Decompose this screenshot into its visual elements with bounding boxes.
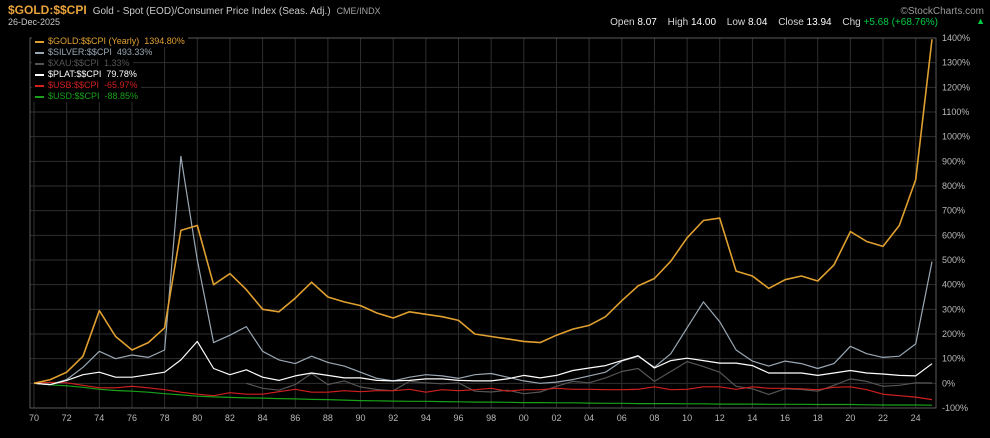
svg-text:1400%: 1400% bbox=[942, 33, 970, 43]
svg-text:1200%: 1200% bbox=[942, 82, 970, 92]
svg-text:94: 94 bbox=[421, 413, 431, 423]
svg-text:78: 78 bbox=[160, 413, 170, 423]
quote-high-label: High bbox=[667, 17, 689, 28]
quote-high-value: 14.00 bbox=[690, 17, 717, 28]
svg-text:700%: 700% bbox=[942, 206, 965, 216]
svg-text:84: 84 bbox=[258, 413, 268, 423]
change-up-arrow-icon: ▲ bbox=[976, 16, 985, 26]
svg-text:200%: 200% bbox=[942, 329, 965, 339]
legend-value: -65.97% bbox=[104, 80, 138, 90]
chart-exchange: CME/INDX bbox=[336, 6, 381, 16]
svg-text:300%: 300% bbox=[942, 304, 965, 314]
svg-text:00: 00 bbox=[519, 413, 529, 423]
svg-text:18: 18 bbox=[813, 413, 823, 423]
legend-item: $PLAT:$$CPI 79.78% bbox=[32, 69, 140, 80]
svg-text:24: 24 bbox=[911, 413, 921, 423]
svg-text:12: 12 bbox=[715, 413, 725, 423]
copyright-text: ©StockCharts.com bbox=[900, 6, 984, 17]
svg-text:600%: 600% bbox=[942, 230, 965, 240]
legend-line-swatch bbox=[35, 95, 44, 98]
svg-text:10: 10 bbox=[682, 413, 692, 423]
legend-item: $USD:$$CPI -88.85% bbox=[32, 91, 142, 102]
legend-item: $SILVER:$$CPI 493.33% bbox=[32, 47, 156, 58]
legend-label: $GOLD:$$CPI (Yearly) bbox=[48, 36, 140, 46]
svg-text:16: 16 bbox=[780, 413, 790, 423]
quote-chg-label: Chg bbox=[842, 17, 861, 28]
header: $GOLD:$$CPI Gold - Spot (EOD)/Consumer P… bbox=[8, 3, 984, 17]
legend-label: $SILVER:$$CPI bbox=[48, 47, 112, 57]
svg-text:1300%: 1300% bbox=[942, 58, 970, 68]
svg-text:04: 04 bbox=[584, 413, 594, 423]
chart-date: 26-Dec-2025 bbox=[8, 17, 61, 27]
legend-line-swatch bbox=[35, 40, 44, 43]
svg-text:02: 02 bbox=[551, 413, 561, 423]
legend-label: $PLAT:$$CPI bbox=[48, 69, 102, 79]
quote-chg-value: +5.68 (+68.76%) bbox=[863, 17, 939, 28]
legend-line-swatch bbox=[35, 84, 44, 87]
legend-value: -88.85% bbox=[104, 91, 139, 101]
svg-text:100%: 100% bbox=[942, 354, 965, 364]
quote-open-value: 8.07 bbox=[637, 17, 657, 28]
svg-text:0%: 0% bbox=[942, 378, 955, 388]
svg-text:76: 76 bbox=[127, 413, 137, 423]
svg-text:82: 82 bbox=[225, 413, 235, 423]
legend-label: $USD:$$CPI bbox=[48, 91, 100, 101]
svg-text:400%: 400% bbox=[942, 280, 965, 290]
svg-text:96: 96 bbox=[454, 413, 464, 423]
quote-low-label: Low bbox=[726, 17, 746, 28]
legend-item: $XAU:$$CPI 1.33% bbox=[32, 58, 133, 69]
svg-text:1000%: 1000% bbox=[942, 132, 970, 142]
svg-text:98: 98 bbox=[486, 413, 496, 423]
svg-text:20: 20 bbox=[845, 413, 855, 423]
svg-text:800%: 800% bbox=[942, 181, 965, 191]
legend-value: 79.78% bbox=[106, 69, 137, 79]
svg-text:74: 74 bbox=[94, 413, 104, 423]
legend-value: 493.33% bbox=[116, 47, 153, 57]
svg-text:86: 86 bbox=[290, 413, 300, 423]
legend-label: $XAU:$$CPI bbox=[48, 58, 100, 68]
legend-value: 1394.80% bbox=[144, 36, 185, 46]
chart-symbol: $GOLD:$$CPI bbox=[8, 3, 87, 17]
legend-item: $USB:$$CPI -65.97% bbox=[32, 80, 141, 91]
svg-text:08: 08 bbox=[649, 413, 659, 423]
svg-text:80: 80 bbox=[192, 413, 202, 423]
svg-text:90: 90 bbox=[356, 413, 366, 423]
quote-close-label: Close bbox=[778, 17, 804, 28]
legend-label: $USB:$$CPI bbox=[48, 80, 100, 90]
quote-values: Open 8.07 High 14.00 Low 8.04 Close 13.9… bbox=[602, 17, 938, 28]
legend-line-swatch bbox=[35, 62, 44, 65]
svg-text:900%: 900% bbox=[942, 156, 965, 166]
quote-close-value: 13.94 bbox=[806, 17, 832, 28]
quote-row: 26-Dec-2025 Open 8.07 High 14.00 Low 8.0… bbox=[8, 17, 938, 28]
svg-text:70: 70 bbox=[29, 413, 39, 423]
legend-line-swatch bbox=[35, 73, 44, 76]
chart-description: Gold - Spot (EOD)/Consumer Price Index (… bbox=[92, 6, 331, 17]
legend-value: 1.33% bbox=[104, 58, 130, 68]
svg-text:92: 92 bbox=[388, 413, 398, 423]
svg-text:1100%: 1100% bbox=[942, 107, 969, 117]
svg-text:72: 72 bbox=[62, 413, 72, 423]
quote-low-value: 8.04 bbox=[747, 17, 768, 28]
quote-open-label: Open bbox=[610, 17, 635, 28]
svg-text:22: 22 bbox=[878, 413, 888, 423]
svg-text:-100%: -100% bbox=[942, 403, 968, 413]
svg-text:14: 14 bbox=[747, 413, 757, 423]
chart-legend: $GOLD:$$CPI (Yearly) 1394.80% $SILVER:$$C… bbox=[32, 36, 188, 102]
svg-text:88: 88 bbox=[323, 413, 333, 423]
legend-item: $GOLD:$$CPI (Yearly) 1394.80% bbox=[32, 36, 188, 47]
legend-line-swatch bbox=[35, 51, 44, 54]
svg-text:500%: 500% bbox=[942, 255, 965, 265]
svg-text:06: 06 bbox=[617, 413, 627, 423]
